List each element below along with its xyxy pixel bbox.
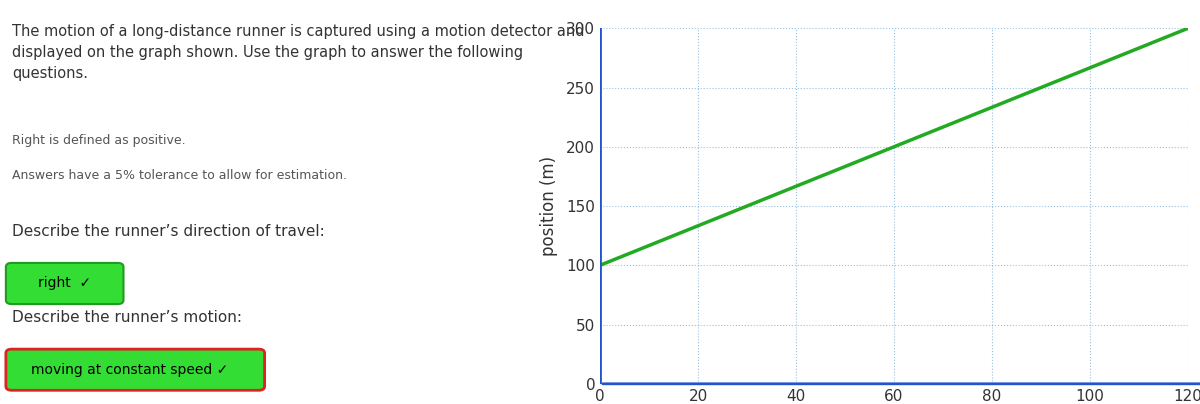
Text: The motion of a long-distance runner is captured using a motion detector and
dis: The motion of a long-distance runner is … [12, 24, 584, 81]
Text: moving at constant speed ✓: moving at constant speed ✓ [31, 362, 228, 377]
Y-axis label: position (m): position (m) [540, 156, 558, 256]
Text: Describe the runner’s motion:: Describe the runner’s motion: [12, 310, 241, 325]
FancyBboxPatch shape [6, 263, 124, 304]
FancyBboxPatch shape [6, 349, 265, 390]
Text: right  ✓: right ✓ [38, 276, 91, 290]
Text: Right is defined as positive.: Right is defined as positive. [12, 134, 185, 147]
Text: Describe the runner’s direction of travel:: Describe the runner’s direction of trave… [12, 224, 324, 239]
Text: Answers have a 5% tolerance to allow for estimation.: Answers have a 5% tolerance to allow for… [12, 169, 347, 182]
